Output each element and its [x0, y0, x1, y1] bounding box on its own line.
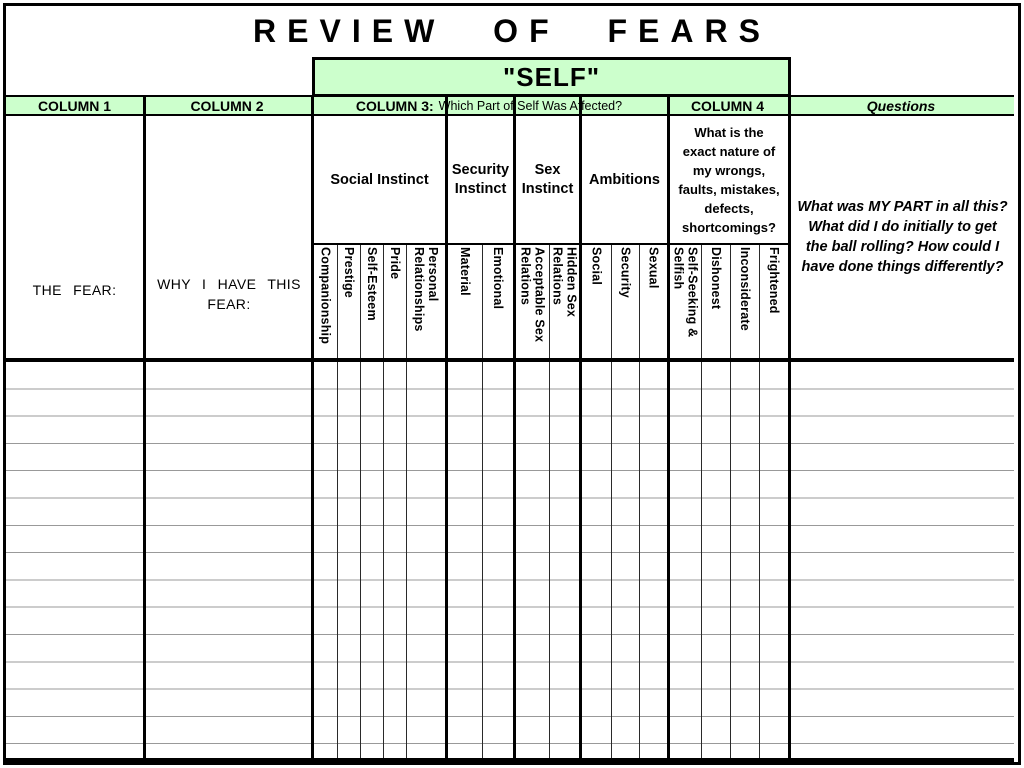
grid-line — [759, 244, 760, 758]
grid-line — [639, 244, 640, 758]
subcol-hidden-sex-relations-label: Hidden Sex Relations — [550, 247, 579, 318]
subcol-personal-relationships-label: Personal Relationships — [412, 247, 440, 332]
grid-line — [579, 95, 582, 758]
subcol-self-seeking-selfish: Self-Seeking & Selfish — [670, 244, 701, 358]
subcol-companionship: Companionship — [314, 244, 337, 358]
the-fear-cell: THE FEAR: — [6, 116, 143, 358]
subcol-frightened-label: Frightened — [767, 247, 781, 314]
column-header-row: COLUMN 1 COLUMN 2 COLUMN 3: Which Part o… — [6, 95, 1014, 116]
subcol-ambition-social: Social — [582, 244, 611, 358]
page-title: REVIEW OF FEARS — [253, 13, 771, 49]
subcol-ambition-sexual: Sexual — [640, 244, 667, 358]
subcol-inconsiderate-label: Inconsiderate — [738, 247, 752, 331]
subcol-pride: Pride — [384, 244, 406, 358]
subcol-material-label: Material — [458, 247, 472, 296]
grid-line — [513, 95, 516, 758]
the-fear-label: THE FEAR: — [32, 282, 117, 298]
subcol-emotional: Emotional — [483, 244, 513, 358]
header-questions-label: Questions — [866, 97, 936, 114]
grid-line — [6, 358, 1014, 362]
subcol-inconsiderate: Inconsiderate — [731, 244, 759, 358]
subcol-personal-relationships: Personal Relationships — [407, 244, 445, 358]
grid-line — [143, 95, 146, 758]
grid-line — [730, 244, 731, 758]
subcol-acceptable-sex-relations: Acceptable Sex Relations — [516, 244, 549, 358]
subcol-hidden-sex-relations: Hidden Sex Relations — [550, 244, 579, 358]
group-social-instinct-label: Social Instinct — [330, 171, 429, 188]
subcol-ambition-social-label: Social — [589, 247, 604, 286]
grid-line — [667, 95, 670, 758]
subcol-emotional-label: Emotional — [491, 247, 505, 310]
subcol-dishonest-label: Dishonest — [709, 247, 723, 310]
grid-line — [311, 95, 314, 758]
header-column-1-label: COLUMN 1 — [37, 97, 112, 114]
header-column-3: COLUMN 3: Which Part of Self Was Affecte… — [311, 97, 667, 114]
subcol-ambition-sexual-label: Sexual — [646, 247, 661, 289]
subcol-prestige-label: Prestige — [342, 247, 356, 298]
grid-line — [701, 244, 702, 758]
grid-line — [360, 244, 361, 758]
questions-text: What was MY PART in all this? What did I… — [797, 199, 1008, 275]
grid-line — [445, 95, 448, 758]
header-column-4: COLUMN 4 — [667, 97, 788, 114]
header-column-3-subtitle: Which Part of Self Was Affected? — [438, 98, 623, 113]
subcol-pride-label: Pride — [388, 247, 402, 280]
subcol-material: Material — [448, 244, 482, 358]
subcol-self-seeking-selfish-label: Self-Seeking & Selfish — [671, 247, 700, 338]
group-security-instinct: Security Instinct — [448, 116, 513, 244]
group-social-instinct: Social Instinct — [314, 116, 445, 244]
subcol-companionship-label: Companionship — [318, 247, 333, 345]
grid-line — [788, 95, 791, 758]
header-column-1: COLUMN 1 — [6, 97, 143, 114]
subcol-prestige: Prestige — [338, 244, 360, 358]
header-column-2: COLUMN 2 — [143, 97, 311, 114]
body-grid[interactable] — [6, 362, 1014, 758]
column-4-question: What is the exact nature of my wrongs, f… — [670, 116, 788, 244]
why-fear-label: WHY I HAVE THIS FEAR: — [157, 276, 301, 312]
header-column-2-label: COLUMN 2 — [190, 97, 264, 114]
grid-line — [337, 244, 338, 758]
group-sex-instinct-label: Sex Instinct — [521, 162, 574, 197]
subcol-acceptable-sex-relations-label: Acceptable Sex Relations — [518, 247, 547, 343]
group-ambitions: Ambitions — [582, 116, 667, 244]
self-banner-label: "SELF" — [502, 61, 601, 92]
subcol-ambition-security-label: Security — [618, 247, 633, 298]
group-ambitions-label: Ambitions — [589, 171, 660, 188]
subcol-self-esteem: Self-Esteem — [361, 244, 383, 358]
questions-text-cell: What was MY PART in all this? What did I… — [791, 116, 1014, 358]
grid-line — [549, 244, 550, 758]
why-fear-cell: WHY I HAVE THIS FEAR: — [147, 116, 311, 358]
subcol-frightened: Frightened — [760, 244, 788, 358]
subcol-ambition-security: Security — [612, 244, 639, 358]
grid-line — [611, 244, 612, 758]
subcol-dishonest: Dishonest — [702, 244, 730, 358]
header-questions: Questions — [788, 97, 1014, 114]
grid-line — [6, 758, 1014, 765]
header-column-3-label: COLUMN 3: — [355, 97, 434, 114]
grid-line — [383, 244, 384, 758]
grid-line — [406, 244, 407, 758]
column-4-question-text: What is the exact nature of my wrongs, f… — [678, 125, 780, 235]
group-security-instinct-label: Security Instinct — [451, 162, 510, 197]
self-banner: "SELF" — [312, 57, 791, 97]
grid-line — [311, 243, 791, 245]
header-column-4-label: COLUMN 4 — [690, 97, 765, 114]
group-sex-instinct: Sex Instinct — [516, 116, 579, 244]
subcol-self-esteem-label: Self-Esteem — [365, 247, 379, 321]
grid-line — [482, 244, 483, 758]
